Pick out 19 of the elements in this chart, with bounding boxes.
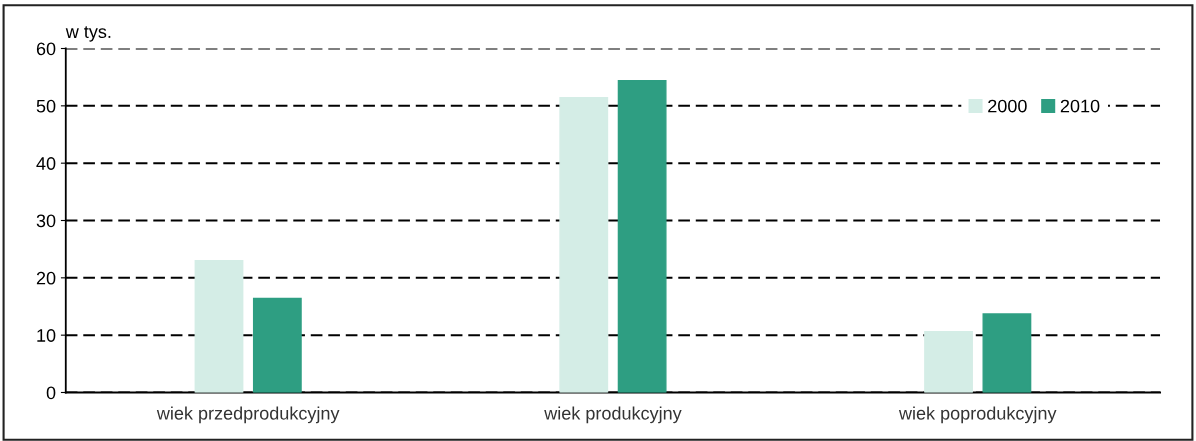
x-tick-label: wiek poprodukcyjny — [898, 406, 1057, 424]
y-tick-label: 50 — [36, 99, 56, 113]
x-tick-label: wiek przedprodukcyjny — [156, 406, 340, 424]
bar — [252, 297, 302, 393]
x-tick-label: wiek produkcyjny — [544, 406, 682, 424]
bar — [924, 331, 973, 393]
bar — [982, 313, 1032, 393]
y-tick-label: 30 — [36, 214, 56, 228]
legend-label: 2010 — [1060, 99, 1100, 113]
y-tick-label: 40 — [36, 157, 56, 170]
y-tick-label: 0 — [46, 386, 56, 400]
legend-label: 2000 — [988, 99, 1027, 113]
y-tick-label: 20 — [36, 271, 56, 285]
y-tick-label: 10 — [37, 329, 56, 342]
bar — [194, 259, 244, 393]
bar — [617, 79, 667, 393]
y-tick-label: 60 — [36, 42, 56, 56]
bar — [559, 97, 609, 393]
y-axis-title: w tys. — [65, 26, 111, 42]
